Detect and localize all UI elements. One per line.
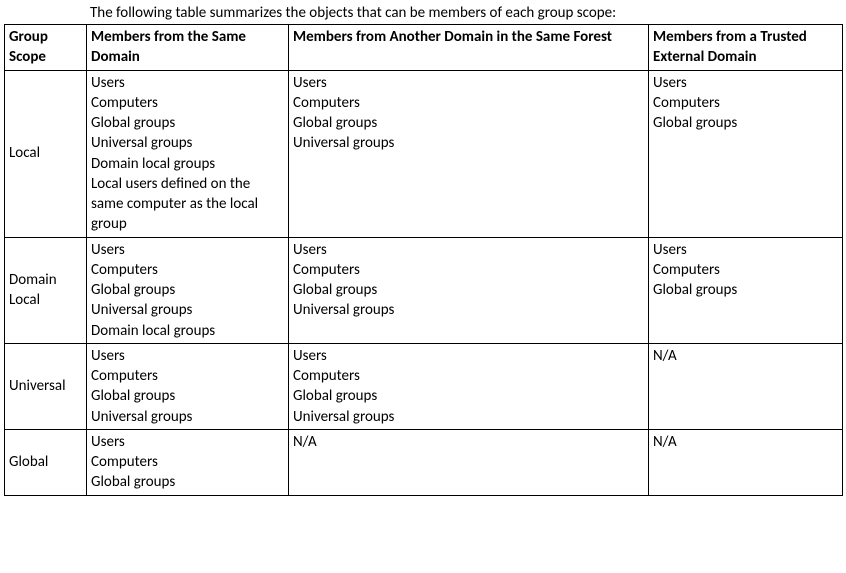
member-item: Global groups <box>91 280 284 300</box>
member-item: Users <box>91 432 284 452</box>
member-item: Universal groups <box>91 407 284 427</box>
table-body: LocalUsersComputersGlobal groupsUniversa… <box>5 70 843 495</box>
col-header-scope: Group Scope <box>5 25 87 71</box>
member-item: Users <box>293 73 644 93</box>
members-cell-same-forest: UsersComputersGlobal groupsUniversal gro… <box>289 70 649 237</box>
col-header-same-domain: Members from the Same Domain <box>87 25 289 71</box>
member-item: Users <box>293 346 644 366</box>
table-row: LocalUsersComputersGlobal groupsUniversa… <box>5 70 843 237</box>
scope-cell: Universal <box>5 343 87 429</box>
table-row: UniversalUsersComputersGlobal groupsUniv… <box>5 343 843 429</box>
group-scope-table: Group Scope Members from the Same Domain… <box>4 24 843 496</box>
member-item: Computers <box>293 260 644 280</box>
table-row: Domain LocalUsersComputersGlobal groupsU… <box>5 237 843 343</box>
member-item: N/A <box>653 432 838 452</box>
members-cell-same-domain: UsersComputersGlobal groupsUniversal gro… <box>87 343 289 429</box>
member-item: Users <box>293 240 644 260</box>
member-item: Global groups <box>653 113 838 133</box>
members-cell-trusted-external: UsersComputersGlobal groups <box>649 70 843 237</box>
member-item: Computers <box>653 93 838 113</box>
member-item: Universal groups <box>91 300 284 320</box>
member-item: Computers <box>91 93 284 113</box>
member-item: N/A <box>293 432 644 452</box>
member-item: Computers <box>91 260 284 280</box>
member-item: Computers <box>293 93 644 113</box>
col-header-same-forest: Members from Another Domain in the Same … <box>289 25 649 71</box>
table-row: GlobalUsersComputersGlobal groupsN/AN/A <box>5 429 843 495</box>
members-cell-same-domain: UsersComputersGlobal groups <box>87 429 289 495</box>
member-item: Global groups <box>91 386 284 406</box>
col-header-trusted-external: Members from a Trusted External Domain <box>649 25 843 71</box>
members-cell-same-forest: UsersComputersGlobal groupsUniversal gro… <box>289 237 649 343</box>
member-item: Global groups <box>91 113 284 133</box>
member-item: Global groups <box>653 280 838 300</box>
member-item: Universal groups <box>293 300 644 320</box>
member-item: Users <box>91 346 284 366</box>
members-cell-same-domain: UsersComputersGlobal groupsUniversal gro… <box>87 70 289 237</box>
member-item: N/A <box>653 346 838 366</box>
member-item: Users <box>91 73 284 93</box>
members-cell-same-forest: UsersComputersGlobal groupsUniversal gro… <box>289 343 649 429</box>
member-item: Computers <box>91 452 284 472</box>
member-item: Computers <box>91 366 284 386</box>
scope-cell: Domain Local <box>5 237 87 343</box>
member-item: Global groups <box>293 280 644 300</box>
members-cell-trusted-external: N/A <box>649 429 843 495</box>
member-item: Users <box>91 240 284 260</box>
members-cell-trusted-external: N/A <box>649 343 843 429</box>
members-cell-same-forest: N/A <box>289 429 649 495</box>
scope-cell: Global <box>5 429 87 495</box>
member-item: Global groups <box>293 386 644 406</box>
table-header-row: Group Scope Members from the Same Domain… <box>5 25 843 71</box>
members-cell-same-domain: UsersComputersGlobal groupsUniversal gro… <box>87 237 289 343</box>
table-caption: The following table summarizes the objec… <box>0 0 846 24</box>
member-item: Universal groups <box>91 133 284 153</box>
member-item: Computers <box>293 366 644 386</box>
member-item: Universal groups <box>293 133 644 153</box>
member-item: Universal groups <box>293 407 644 427</box>
member-item: Global groups <box>293 113 644 133</box>
member-item: Domain local groups <box>91 321 284 341</box>
member-item: Domain local groups <box>91 154 284 174</box>
member-item: Local users defined on the same computer… <box>91 174 284 235</box>
scope-cell: Local <box>5 70 87 237</box>
member-item: Users <box>653 73 838 93</box>
members-cell-trusted-external: UsersComputersGlobal groups <box>649 237 843 343</box>
member-item: Users <box>653 240 838 260</box>
member-item: Computers <box>653 260 838 280</box>
member-item: Global groups <box>91 472 284 492</box>
